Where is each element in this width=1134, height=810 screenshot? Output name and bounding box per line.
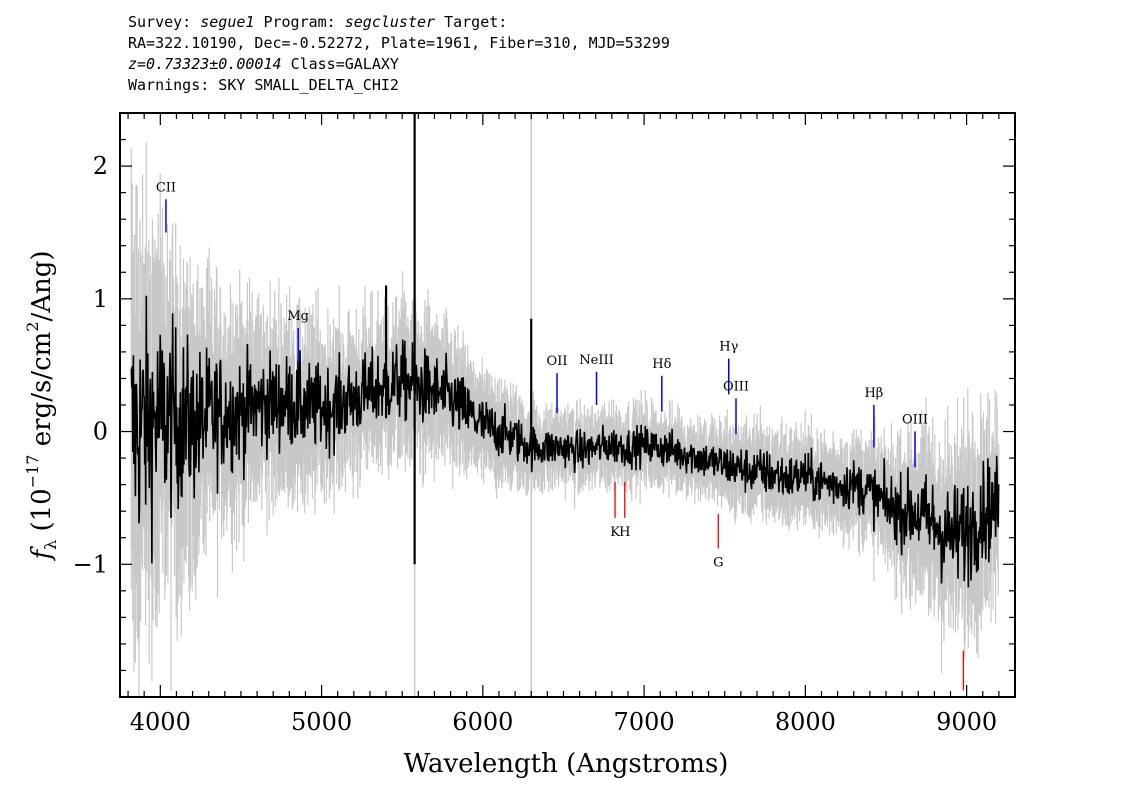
emission-label-4: Hδ — [652, 357, 671, 372]
program-label: Program: — [263, 13, 336, 31]
survey-label: Survey: — [128, 13, 192, 31]
emission-label-6: OIII — [723, 379, 749, 394]
spectrum-header: Survey: segue1 Program: segcluster Targe… — [128, 12, 670, 96]
emission-label-2: OII — [547, 354, 568, 369]
flux-series — [130, 113, 1000, 588]
y-tick-label: −1 — [73, 550, 108, 578]
redshift-value: z=0.73323±0.00014 — [128, 55, 282, 73]
emission-label-8: OIII — [902, 413, 928, 428]
class-value: Class=GALAXY — [290, 55, 399, 73]
header-line-coordinates: RA=322.10190, Dec=-0.52272, Plate=1961, … — [128, 34, 670, 52]
axis-ticks: 4000 5000 6000 7000 8000 9000 −1 0 1 2 — [73, 112, 1015, 736]
spectral-line-markers: CII Mg OII NeIII Hδ Hγ OIII Hβ OIII K H G — [156, 180, 965, 691]
absorption-label-0: K — [610, 525, 620, 540]
x-tick-label: 8000 — [775, 708, 836, 736]
emission-label-7: Hβ — [864, 386, 883, 401]
header-line-warnings: Warnings: SKY SMALL_DELTA_CHI2 — [128, 76, 399, 94]
emission-label-3: NeIII — [579, 353, 613, 368]
y-tick-label: 1 — [93, 285, 108, 313]
emission-label-1: Mg — [287, 309, 309, 324]
flux-path — [130, 295, 1000, 588]
header-line-survey: Survey: segue1 Program: segcluster Targe… — [128, 12, 670, 33]
absorption-label-2: G — [713, 555, 723, 570]
program-value: segcluster — [344, 13, 436, 31]
x-axis-label: Wavelength (Angstroms) — [404, 749, 729, 779]
x-tick-label: 4000 — [130, 708, 191, 736]
x-tick-label: 7000 — [614, 708, 675, 736]
y-tick-label: 0 — [93, 418, 108, 446]
absorption-label-1: H — [619, 525, 630, 540]
plot-area: CII Mg OII NeIII Hδ Hγ OIII Hβ OIII K H G — [130, 113, 1000, 697]
emission-label-5: Hγ — [719, 340, 738, 355]
x-tick-label: 5000 — [291, 708, 352, 736]
x-tick-label: 9000 — [936, 708, 997, 736]
emission-label-0: CII — [156, 180, 176, 195]
survey-value: segue1 — [200, 13, 255, 31]
header-line-redshift: z=0.73323±0.00014 Class=GALAXY — [128, 54, 670, 75]
y-axis-label: fλ (10−17 erg/s/cm2/Ang) — [23, 250, 60, 561]
x-tick-label: 6000 — [452, 708, 513, 736]
y-tick-label: 2 — [93, 152, 108, 180]
target-label: Target: — [444, 13, 508, 31]
